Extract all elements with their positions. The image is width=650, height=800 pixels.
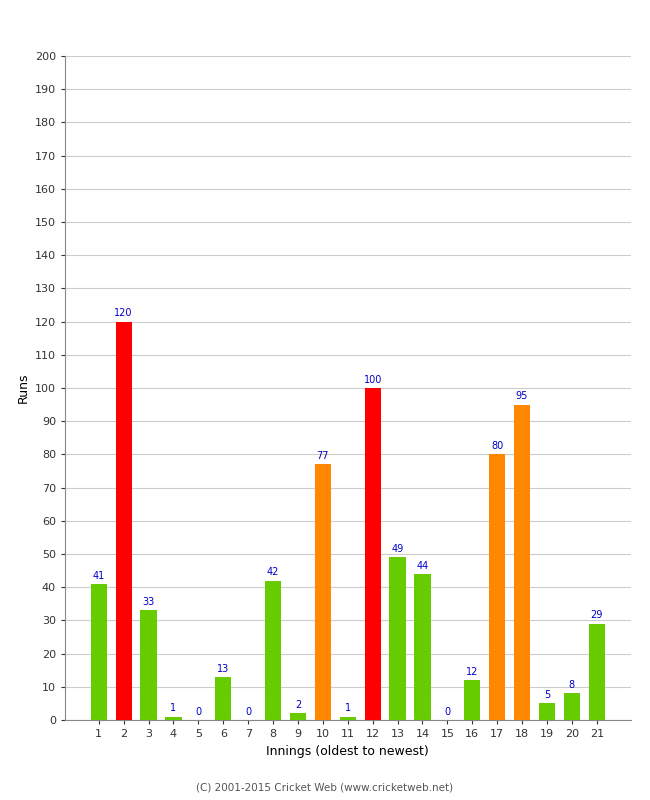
Text: (C) 2001-2015 Cricket Web (www.cricketweb.net): (C) 2001-2015 Cricket Web (www.cricketwe… bbox=[196, 782, 454, 792]
Bar bbox=[215, 677, 231, 720]
Bar bbox=[489, 454, 505, 720]
Text: 1: 1 bbox=[170, 703, 177, 714]
Bar bbox=[140, 610, 157, 720]
Text: 33: 33 bbox=[142, 597, 155, 607]
Bar bbox=[315, 464, 331, 720]
Bar bbox=[564, 694, 580, 720]
Bar bbox=[365, 388, 381, 720]
Text: 80: 80 bbox=[491, 441, 503, 451]
Text: 2: 2 bbox=[295, 700, 301, 710]
Bar bbox=[116, 322, 132, 720]
Text: 100: 100 bbox=[363, 374, 382, 385]
Bar bbox=[91, 584, 107, 720]
Bar bbox=[389, 558, 406, 720]
Text: 77: 77 bbox=[317, 451, 329, 461]
Text: 0: 0 bbox=[195, 706, 202, 717]
Text: 12: 12 bbox=[466, 667, 478, 677]
Y-axis label: Runs: Runs bbox=[16, 373, 29, 403]
Text: 5: 5 bbox=[544, 690, 550, 700]
Text: 42: 42 bbox=[267, 567, 280, 578]
Text: 95: 95 bbox=[516, 391, 528, 402]
Bar bbox=[165, 717, 181, 720]
Bar bbox=[340, 717, 356, 720]
Text: 120: 120 bbox=[114, 308, 133, 318]
Bar bbox=[290, 714, 306, 720]
Text: 41: 41 bbox=[93, 570, 105, 581]
Bar bbox=[265, 581, 281, 720]
Text: 29: 29 bbox=[590, 610, 603, 621]
Text: 49: 49 bbox=[391, 544, 404, 554]
Bar bbox=[464, 680, 480, 720]
Bar bbox=[539, 703, 555, 720]
Text: 0: 0 bbox=[444, 706, 450, 717]
Bar bbox=[589, 624, 604, 720]
Bar bbox=[514, 405, 530, 720]
Text: 13: 13 bbox=[217, 663, 229, 674]
X-axis label: Innings (oldest to newest): Innings (oldest to newest) bbox=[266, 745, 429, 758]
Text: 44: 44 bbox=[416, 561, 428, 570]
Bar bbox=[414, 574, 430, 720]
Text: 8: 8 bbox=[569, 680, 575, 690]
Text: 1: 1 bbox=[344, 703, 351, 714]
Text: 0: 0 bbox=[245, 706, 252, 717]
